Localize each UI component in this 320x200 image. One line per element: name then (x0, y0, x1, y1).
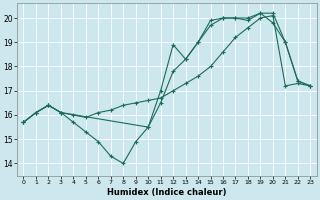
X-axis label: Humidex (Indice chaleur): Humidex (Indice chaleur) (107, 188, 227, 197)
